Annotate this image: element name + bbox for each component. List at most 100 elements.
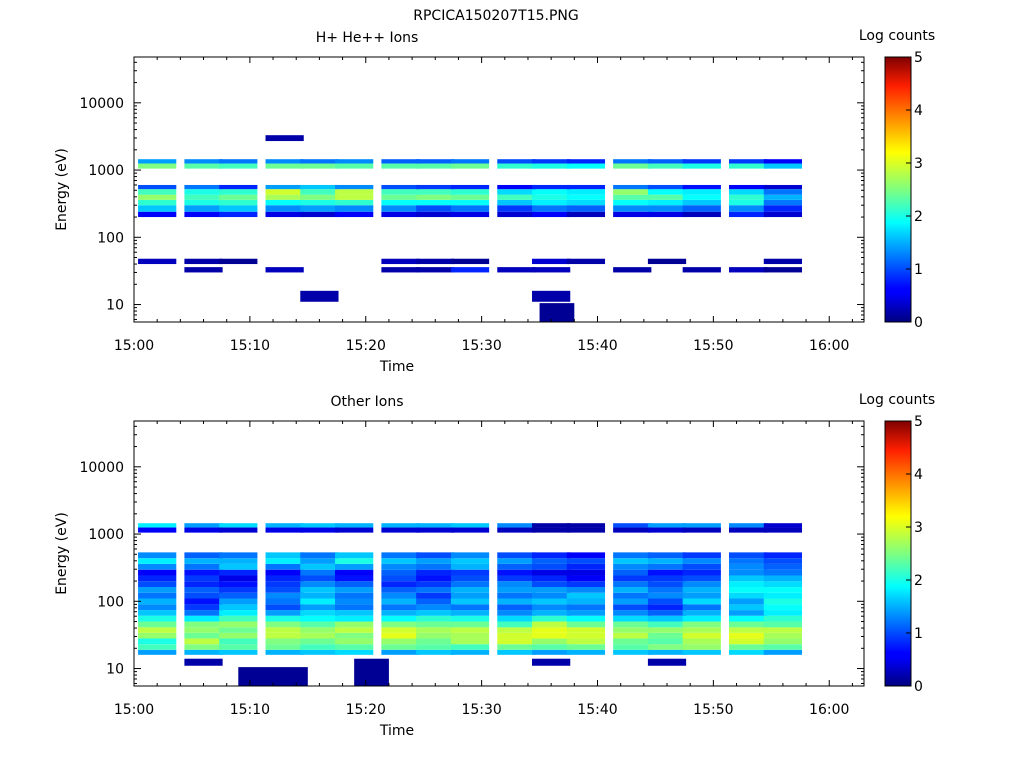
heatmap-cell [265,575,304,582]
heatmap-cell [763,575,803,582]
heatmap-cell [532,638,571,645]
heatmap-cell [381,552,420,559]
heatmap-cell [763,581,803,588]
heatmap-cell [300,615,339,622]
heatmap-cell [566,610,606,616]
heatmap-cell [450,575,490,582]
heatmap-cell [450,587,490,593]
heatmap-cell [497,575,536,582]
heatmap-cell [300,189,339,195]
heatmap-cell [184,159,223,164]
heatmap-cell [450,523,490,528]
heatmap-cell [450,569,490,576]
heatmap-cell [138,598,177,605]
heatmap-cell [682,587,721,593]
heatmap-cell [613,638,652,645]
heatmap-cell [613,569,652,576]
heatmap-cell [613,163,652,169]
heatmap-cell [138,615,177,622]
heatmap-cell [335,604,374,611]
heatmap-cell [300,290,339,302]
heatmap-cell [450,649,490,655]
heatmap-cell [381,587,420,593]
heatmap-cell [763,563,803,570]
heatmap-cell [416,615,455,622]
heatmap-cell [335,569,374,576]
heatmap-cell [450,632,490,639]
heatmap-cell [613,159,652,164]
heatmap-cell [682,205,721,212]
heatmap-cell [682,604,721,611]
heatmap-cell [566,194,606,200]
heatmap-cell [729,644,768,650]
heatmap-cell [184,604,223,611]
heatmap-cell [265,621,304,628]
plot-frame [133,56,865,323]
heatmap-cell [497,267,536,273]
heatmap-cell [416,569,455,576]
heatmap-cell [647,638,687,645]
heatmap-cell [497,205,536,212]
heatmap-cell [497,527,536,533]
heatmap-cell [219,581,258,588]
heatmap-cell [381,615,420,622]
heatmap-cell [335,638,374,645]
heatmap-cell [184,258,223,265]
heatmap-cell [539,303,575,322]
heatmap-cell [763,615,803,622]
heatmap-cell [566,523,606,528]
y-tick-label: 1000 [88,163,124,179]
heatmap-cell [497,159,536,164]
heatmap-cell [682,563,721,570]
heatmap-cell [613,199,652,206]
heatmap-cell [450,163,490,169]
heatmap-cell [497,184,536,190]
heatmap-cell [300,632,339,639]
heatmap-cell [138,621,177,628]
heatmap-cell [497,644,536,650]
x-tick-label: 15:00 [114,338,154,354]
heatmap-cell [763,558,803,564]
heatmap-cell [184,184,223,190]
heatmap-cell [138,527,177,533]
heatmap-cell [416,211,455,218]
heatmap-cell [647,569,687,576]
heatmap-cell [381,199,420,206]
heatmap-cell [532,211,571,218]
heatmap-cell [219,621,258,628]
heatmap-cell [138,163,177,169]
x-tick-label: 15:50 [693,702,733,718]
x-tick-label: 15:10 [230,702,270,718]
heatmap-cell [450,615,490,622]
heatmap-cell [219,610,258,616]
heatmap-cell [450,598,490,605]
heatmap-cell [184,649,223,655]
heatmap-cell [381,184,420,190]
plot-frame [133,420,865,687]
heatmap-cell [763,194,803,200]
heatmap-cell [265,267,304,273]
heatmap-cell [682,184,721,190]
heatmap-cell [138,569,177,576]
heatmap-cell [532,581,571,588]
heatmap-cell [682,558,721,564]
heatmap-cell [265,632,304,639]
heatmap-cell [566,199,606,206]
x-tick-label: 16:00 [809,338,849,354]
heatmap-cell [265,598,304,605]
heatmap-cell [381,575,420,582]
heatmap-cell [416,558,455,564]
heatmap-cell [335,199,374,206]
heatmap-cell [416,159,455,164]
heatmap-cell [613,267,652,273]
heatmap-cell [763,258,803,265]
heatmap-cell [729,558,768,564]
heatmap-cell [138,194,177,200]
heatmap-cell [647,194,687,200]
x-tick-label: 15:20 [346,702,386,718]
heatmap-cell [184,205,223,212]
heatmap-cell [647,604,687,611]
heatmap-cell [335,592,374,599]
heatmap-cell [729,638,768,645]
heatmap-cell [219,189,258,195]
